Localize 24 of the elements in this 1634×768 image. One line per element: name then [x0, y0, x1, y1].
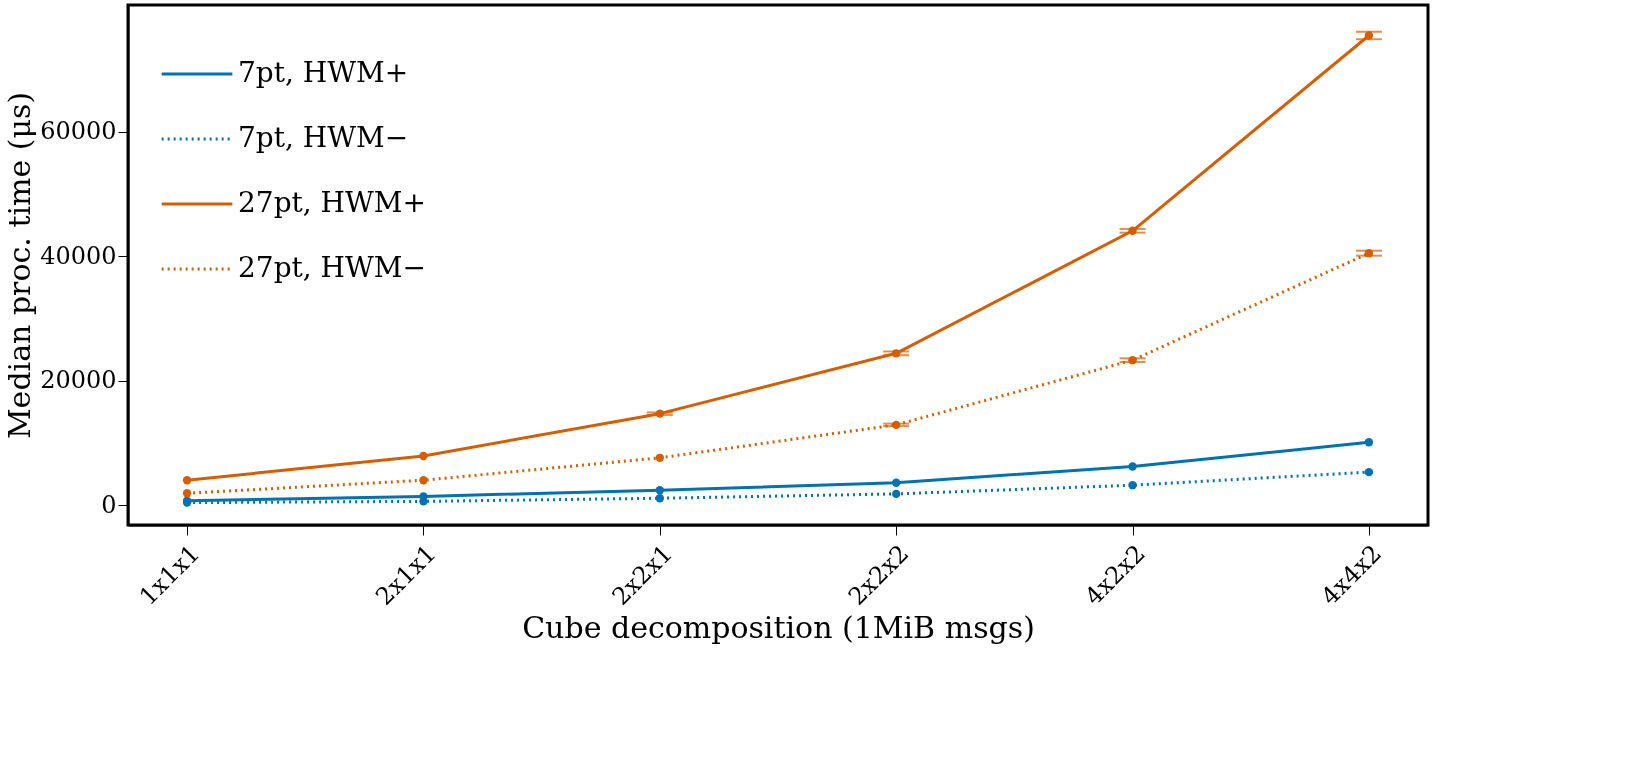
legend-label: 27pt, HWM− — [238, 251, 426, 284]
point — [419, 476, 428, 485]
point — [655, 453, 664, 462]
legend-label: 7pt, HWM+ — [238, 56, 409, 89]
point — [419, 451, 428, 461]
x-axis-title: Cube decomposition (1MiB msgs) — [522, 610, 1035, 645]
point — [182, 489, 192, 498]
y-tick-label: 60000 — [40, 117, 117, 146]
legend-label: 7pt, HWM− — [238, 121, 409, 154]
y-axis-title: Median proc. time (μs) — [2, 91, 38, 440]
point — [1128, 481, 1137, 490]
point — [419, 497, 428, 506]
y-tick-label: 0 — [101, 490, 117, 519]
point — [892, 489, 901, 499]
point — [1364, 438, 1374, 447]
point — [1128, 462, 1137, 471]
point — [655, 485, 664, 495]
y-tick-label: 40000 — [40, 241, 117, 270]
point — [892, 478, 901, 487]
legend-label: 27pt, HWM+ — [238, 186, 426, 219]
point — [182, 476, 192, 485]
point — [655, 494, 664, 503]
point — [1364, 467, 1374, 477]
y-tick-label: 20000 — [40, 366, 117, 395]
